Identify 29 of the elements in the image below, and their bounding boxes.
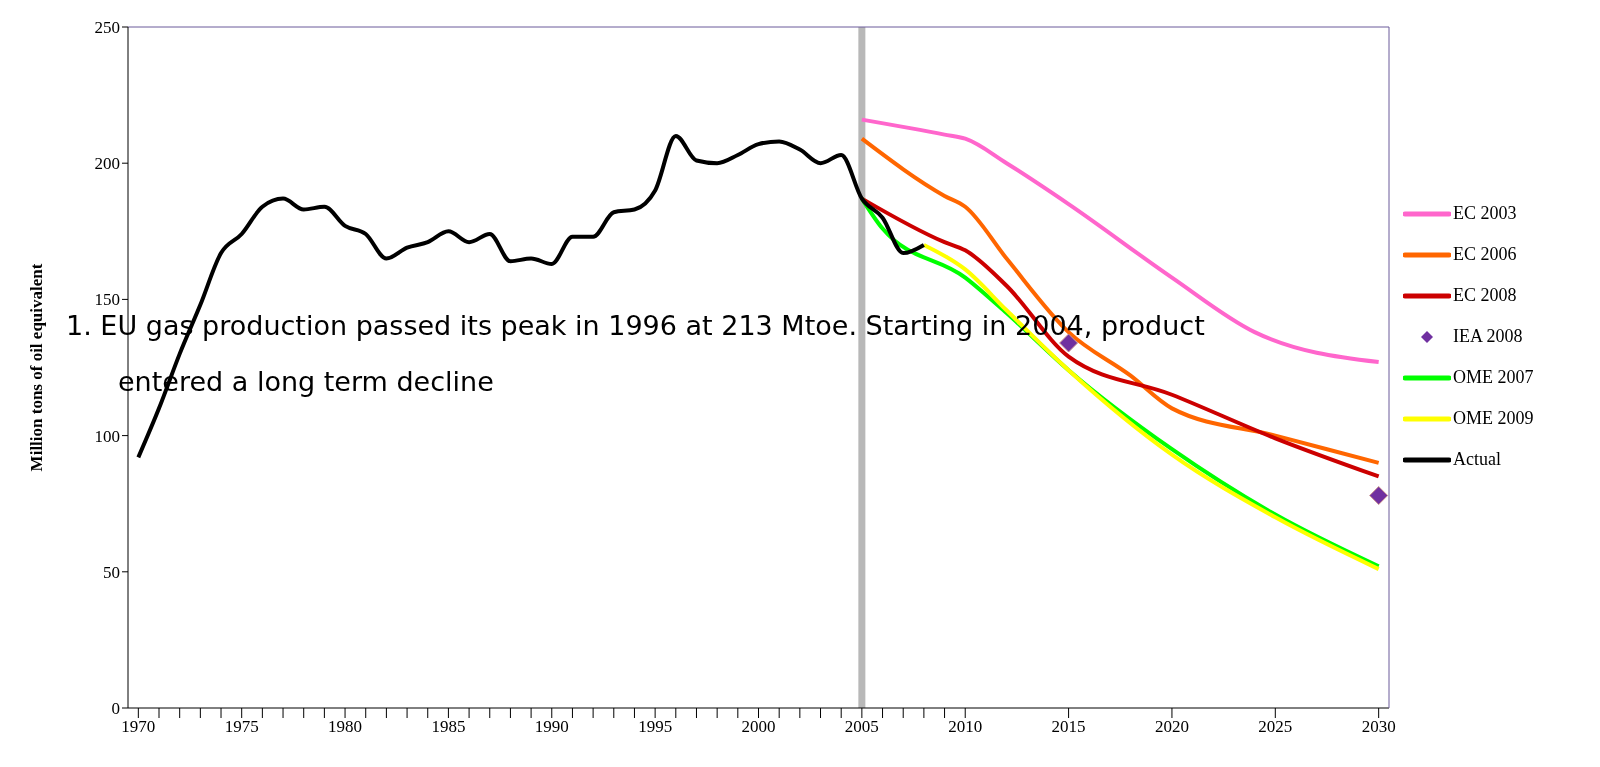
legend-label: EC 2003	[1453, 203, 1517, 224]
legend-label: OME 2009	[1453, 408, 1534, 429]
line-series	[859, 117, 1381, 365]
x-tick-label: 2005	[844, 717, 879, 737]
x-tick-label: 2000	[741, 717, 776, 737]
x-tick-label: 2015	[1051, 717, 1086, 737]
legend-label: EC 2006	[1453, 244, 1517, 265]
x-tick-label: 1970	[121, 717, 156, 737]
x-tick-label: 2020	[1154, 717, 1189, 737]
y-tick-label: 100	[94, 426, 120, 446]
x-tick-label: 1980	[328, 717, 363, 737]
y-tick-label: 150	[94, 290, 120, 310]
legend-label: OME 2007	[1453, 367, 1534, 388]
x-tick-label: 1975	[224, 717, 259, 737]
x-tick-label: 1990	[534, 717, 569, 737]
legend-label: Actual	[1453, 449, 1501, 470]
x-tick-label: 2025	[1258, 717, 1293, 737]
line-series	[859, 136, 1381, 465]
y-tick-label: 0	[111, 699, 120, 719]
x-tick-label: 2010	[948, 717, 983, 737]
x-tick-label: 1995	[638, 717, 673, 737]
y-tick-label: 50	[103, 562, 120, 582]
y-axis-title: Million tons of oil equivalent	[27, 263, 47, 472]
legend-label: EC 2008	[1453, 285, 1517, 306]
legend-label: IEA 2008	[1453, 326, 1523, 347]
y-tick-label: 250	[94, 18, 120, 38]
x-tick-label: 1985	[431, 717, 466, 737]
y-tick-label: 200	[94, 154, 120, 174]
x-tick-label: 2030	[1361, 717, 1396, 737]
